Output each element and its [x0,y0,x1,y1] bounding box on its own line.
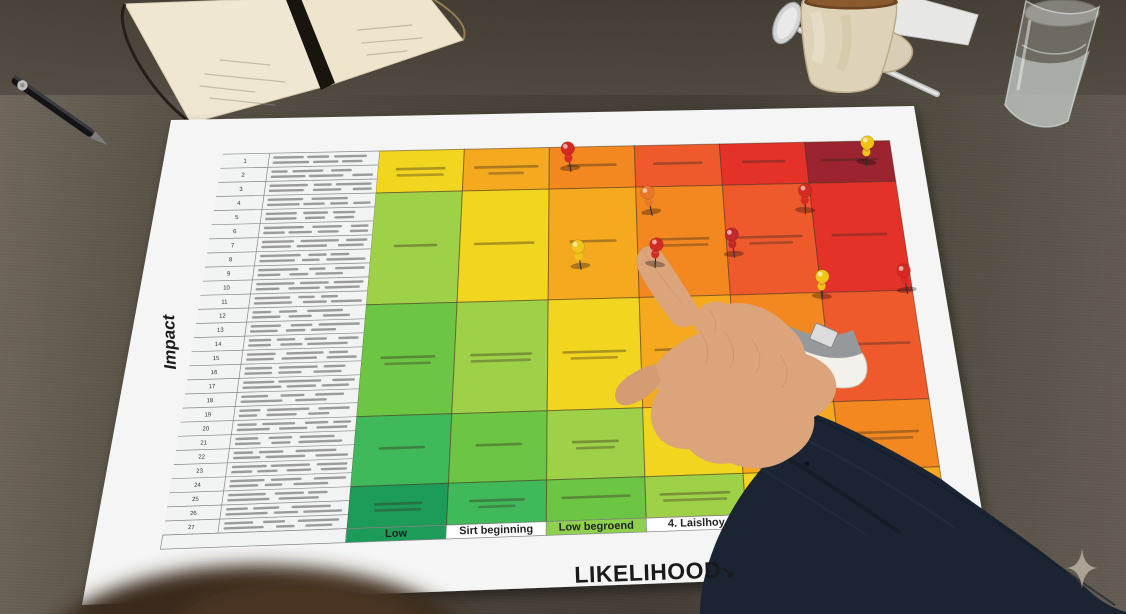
svg-text:20: 20 [202,426,209,432]
svg-text:16: 16 [211,370,218,376]
svg-text:Sirt beginning: Sirt beginning [459,523,533,537]
svg-text:Low: Low [385,528,408,541]
svg-text:25: 25 [192,497,199,503]
svg-text:4. Laislhoy: 4. Laislhoy [668,516,726,530]
svg-text:Low begroend: Low begroend [559,520,634,534]
svg-text:14: 14 [215,342,222,348]
svg-text:17: 17 [209,384,216,390]
svg-text:18: 18 [207,398,214,404]
svg-text:24: 24 [194,483,201,489]
svg-text:10: 10 [223,286,230,292]
svg-text:19: 19 [205,412,212,418]
svg-text:22: 22 [198,455,205,461]
svg-text:11: 11 [221,300,228,306]
svg-text:15: 15 [213,356,220,362]
svg-text:Impact: Impact [159,313,180,370]
svg-text:23: 23 [196,469,203,475]
svg-text:21: 21 [200,440,207,446]
svg-text:13: 13 [217,328,224,334]
svg-text:12: 12 [219,314,226,320]
svg-text:27: 27 [188,525,195,531]
svg-text:26: 26 [190,511,197,517]
